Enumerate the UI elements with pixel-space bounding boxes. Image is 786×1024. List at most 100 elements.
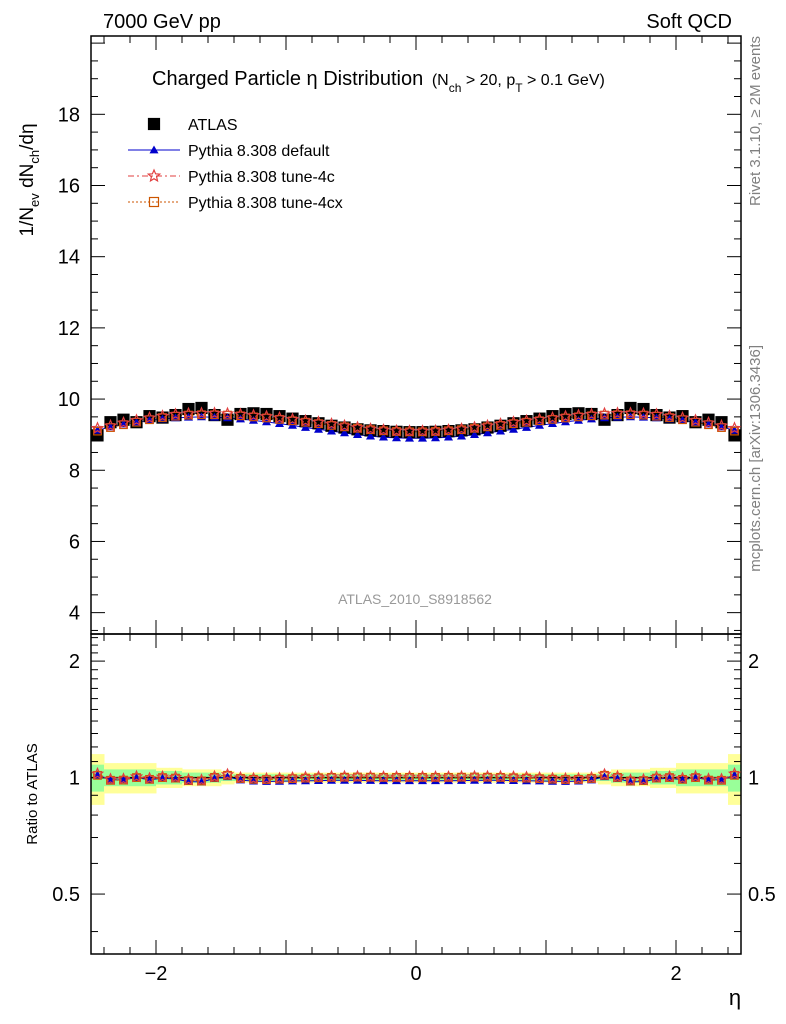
ratio-pythia-tune-4c-point xyxy=(155,769,170,783)
ratio-line-pythia-tune-4c xyxy=(97,773,735,781)
pythia-tune-4cx-point xyxy=(665,413,674,422)
ratio-pythia-tune-4cx-point xyxy=(665,773,674,782)
ratio-pythia-tune-4c-point xyxy=(584,770,599,784)
pythia-tune-4cx-point xyxy=(197,410,206,420)
pythia-tune-4c-point xyxy=(688,413,703,427)
ratio-pythia-tune-4cx-point xyxy=(236,774,245,783)
line-pythia-tune-4c xyxy=(97,412,735,432)
pythia-tune-4c-point xyxy=(402,424,417,437)
pythia-tune-4c-point xyxy=(389,423,404,437)
ratio-pythia-tune-4cx-point xyxy=(262,775,271,784)
ratio-tick-label-right: 1 xyxy=(748,768,759,790)
pythia-tune-4cx-point xyxy=(275,414,284,424)
legend-tune-4c-marker xyxy=(146,168,162,183)
pythia-default-point xyxy=(392,433,401,442)
y-tick-label: 16 xyxy=(58,176,80,198)
ratio-pythia-tune-4c-point xyxy=(259,771,274,785)
pythia-tune-4c-point xyxy=(103,418,118,432)
ratio-tick-label-left: 2 xyxy=(69,651,80,673)
pythia-tune-4c-point xyxy=(337,418,352,432)
pythia-tune-4c-point xyxy=(90,421,105,434)
ratio-pythia-tune-4cx-point xyxy=(249,774,258,784)
pythia-tune-4cx-point xyxy=(223,410,232,420)
y-axis-label-part-1: 1/N xyxy=(17,207,38,237)
pythia-tune-4cx-point xyxy=(574,412,583,422)
pythia-tune-4cx-point xyxy=(561,413,570,423)
pythia-tune-4c-point xyxy=(129,413,144,427)
ratio-pythia-tune-4cx-point xyxy=(288,774,297,784)
pythia-tune-4cx-point xyxy=(119,420,128,430)
pythia-tune-4cx-point xyxy=(184,410,193,420)
pythia-default-point xyxy=(418,433,427,442)
pythia-tune-4c-point xyxy=(545,410,560,424)
ratio-pythia-tune-4c-point xyxy=(727,766,742,780)
ratio-pythia-tune-4c-point xyxy=(493,769,508,783)
ratio-pythia-tune-4cx-point xyxy=(509,773,518,783)
plot-title-cuts-2: > 20, p xyxy=(461,72,515,89)
pythia-default-point xyxy=(353,430,362,439)
pythia-tune-4cx-point xyxy=(379,426,388,436)
ratio-pythia-tune-4c-point xyxy=(194,773,209,786)
ratio-pythia-tune-4cx-point xyxy=(340,772,349,782)
ratio-pythia-tune-4c-point xyxy=(389,769,404,783)
pythia-tune-4cx-point xyxy=(548,414,557,424)
pythia-tune-4c-point xyxy=(168,407,183,421)
y-tick-label: 4 xyxy=(69,603,80,625)
pythia-tune-4c-point xyxy=(415,424,430,437)
ratio-pythia-tune-4cx-point xyxy=(392,772,401,782)
pythia-tune-4c-point xyxy=(350,420,365,434)
ratio-pythia-tune-4c-point xyxy=(90,766,105,780)
ratio-pythia-tune-4cx-point xyxy=(691,773,700,782)
pythia-tune-4cx-point xyxy=(288,416,297,426)
ratio-pythia-tune-4c-point xyxy=(168,770,183,783)
pythia-tune-4c-point xyxy=(519,413,534,427)
pythia-default-point xyxy=(444,432,453,441)
legend-default-marker xyxy=(149,145,159,154)
x-tick-label: −2 xyxy=(145,963,168,985)
ratio-pythia-tune-4cx-point xyxy=(379,772,388,782)
pythia-tune-4cx-point xyxy=(496,421,505,430)
ratio-pythia-tune-4cx-point xyxy=(405,772,414,782)
pythia-tune-4cx-point xyxy=(522,417,531,427)
y-tick-label: 12 xyxy=(58,318,80,340)
ratio-pythia-tune-4cx-point xyxy=(119,775,128,785)
ratio-pythia-tune-4cx-point xyxy=(561,775,570,784)
ratio-pythia-tune-4c-point xyxy=(129,769,144,783)
header-left: 7000 GeV pp xyxy=(103,11,221,33)
ratio-pythia-tune-4c-point xyxy=(675,771,690,785)
pythia-tune-4c-point xyxy=(467,420,482,434)
pythia-tune-4c-point xyxy=(233,407,248,421)
y-axis-label: 1/Nev dNch/dη xyxy=(17,123,42,236)
pythia-tune-4c-point xyxy=(220,406,235,420)
ratio-pythia-tune-4cx-point xyxy=(197,776,206,786)
ratio-pythia-tune-4c-point xyxy=(311,769,326,783)
pythia-tune-4c-point xyxy=(480,418,495,432)
ratio-pythia-tune-4c-point xyxy=(181,772,196,786)
ratio-pythia-tune-4cx-point xyxy=(483,772,492,782)
legend-label: Pythia 8.308 tune-4c xyxy=(188,169,335,186)
pythia-tune-4c-point xyxy=(623,406,638,420)
ratio-axis-label: Ratio to ATLAS xyxy=(24,743,41,844)
ratio-pythia-tune-4c-point xyxy=(350,769,365,783)
pythia-tune-4cx-point xyxy=(717,423,726,432)
pythia-tune-4cx-point xyxy=(353,423,362,433)
pythia-tune-4c-point xyxy=(584,407,599,421)
pythia-tune-4c-point xyxy=(298,413,313,427)
ratio-tick-label-right: 2 xyxy=(748,651,759,673)
ratio-line-pythia-tune-4cx xyxy=(97,774,735,782)
pythia-default-point xyxy=(522,423,531,431)
pythia-default-point xyxy=(379,432,388,441)
ratio-pythia-tune-4cx-point xyxy=(366,772,375,782)
pythia-tune-4c-point xyxy=(155,409,170,422)
pythia-default-point xyxy=(431,433,440,442)
pythia-tune-4c-point xyxy=(506,415,521,428)
legend-label: ATLAS xyxy=(188,117,238,134)
pythia-tune-4c-point xyxy=(636,406,651,420)
pythia-default-point xyxy=(340,428,349,437)
pythia-tune-4cx-point xyxy=(678,415,687,425)
ratio-pythia-tune-4c-point xyxy=(285,770,300,784)
line-pythia-tune-4cx xyxy=(97,414,735,433)
ratio-pythia-tune-4cx-point xyxy=(457,772,466,782)
ratio-markers xyxy=(90,766,742,786)
ratio-pythia-tune-4c-point xyxy=(558,771,573,785)
